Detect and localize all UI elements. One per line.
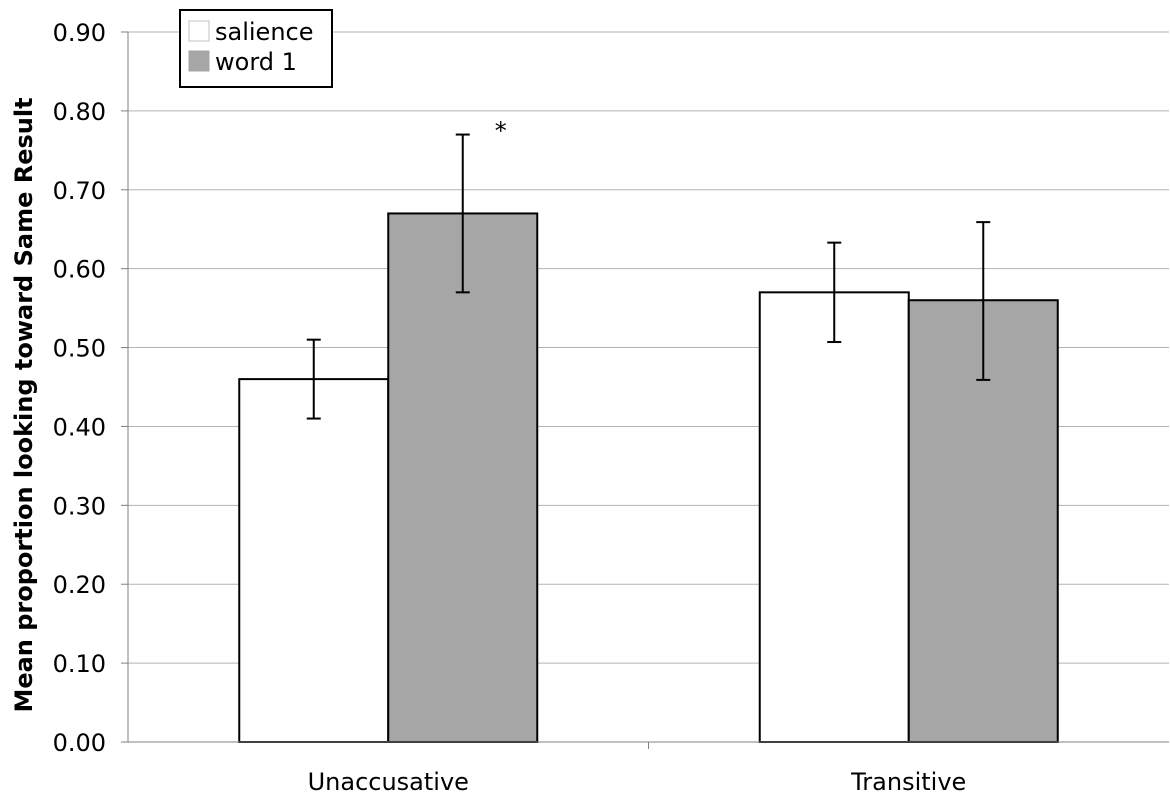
y-tick-label: 0.90 [53, 19, 106, 47]
y-tick-label: 0.30 [53, 492, 106, 520]
y-tick-label: 0.60 [53, 256, 106, 284]
labels: 0.00 0.10 0.20 0.30 0.40 0.50 0.60 0.70 0.80 0.90… [10, 19, 966, 796]
bar-salience-transitive [758, 291, 910, 743]
y-tick-label: 0.10 [53, 650, 106, 678]
axes [121, 31, 1169, 749]
x-category-label: Unaccusative [308, 768, 469, 796]
legend-swatch [188, 20, 210, 42]
y-tick-label: 0.20 [53, 571, 106, 599]
y-tick-label: 0.00 [53, 729, 106, 757]
y-tick-label: 0.40 [53, 413, 106, 441]
significance-asterisk: * [495, 117, 507, 145]
y-tick-label: 0.50 [53, 335, 106, 363]
bars [238, 212, 1059, 743]
legend-label: word 1 [215, 48, 297, 76]
y-tick-label: 0.80 [53, 98, 106, 126]
bar-salience-unaccusative [238, 378, 390, 743]
legend-swatch [188, 50, 210, 72]
x-category-label: Transitive [850, 768, 966, 796]
legend-label: salience [215, 18, 313, 46]
y-tick-label: 0.70 [53, 177, 106, 205]
error-bars [306, 133, 991, 420]
y-axis-title: Mean proportion looking toward Same Resu… [10, 97, 38, 712]
